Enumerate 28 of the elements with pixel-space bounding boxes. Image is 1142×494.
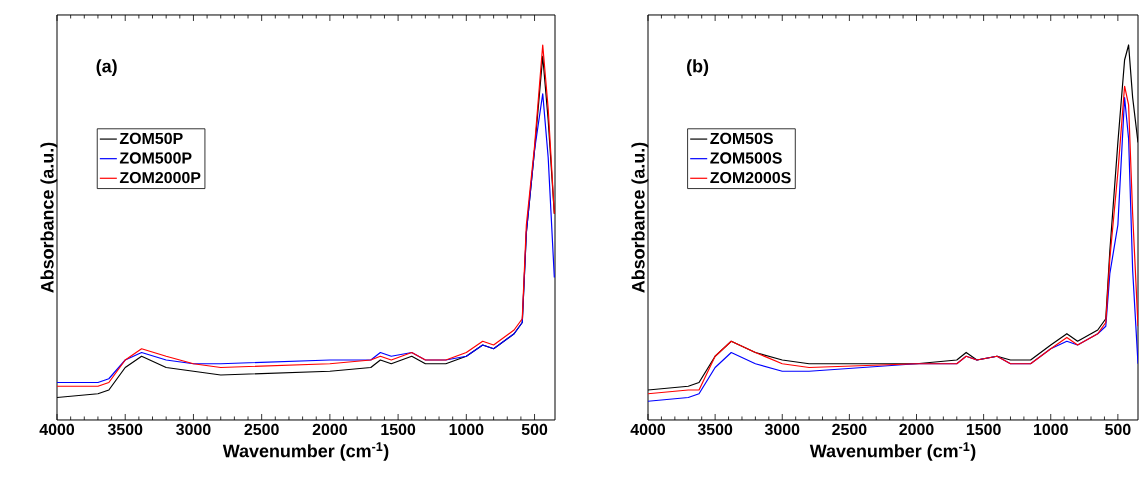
x-tick-label: 1500 (966, 423, 1001, 436)
legend-label: ZOM2000S (710, 171, 791, 184)
legend-label: ZOM500S (710, 152, 782, 164)
legend-label: ZOM50S (710, 132, 773, 145)
legend-label: ZOM2000P (119, 171, 201, 184)
x-tick-label: 1500 (381, 423, 416, 436)
x-tick-label: 500 (521, 423, 548, 436)
x-tick-label: 500 (1105, 423, 1131, 436)
y-axis-title: Absorbance (a.u.) (40, 142, 58, 293)
x-tick-label: 4000 (630, 423, 666, 436)
legend-label: ZOM500P (119, 152, 192, 164)
x-tick-label: 2000 (312, 423, 347, 436)
x-tick-label: 3000 (764, 423, 800, 436)
annotation: (a) (96, 59, 117, 77)
x-tick-label: 1000 (1034, 423, 1068, 436)
x-tick-label: 2500 (244, 423, 279, 436)
x-tick-label: 2000 (899, 423, 934, 436)
x-tick-label: 3500 (697, 423, 733, 436)
x-tick-label: 4000 (39, 423, 75, 436)
x-tick-label: 3500 (107, 423, 143, 436)
x-tick-label: 3000 (176, 423, 211, 436)
annotation: (b) (687, 59, 709, 77)
x-axis-title: Wavenumber (cm$^{-1}$) (222, 442, 389, 461)
x-axis-title: Wavenumber (cm$^{-1}$) (809, 442, 976, 461)
legend-label: ZOM50P (119, 132, 183, 145)
x-tick-label: 2500 (832, 423, 867, 436)
x-tick-label: 1000 (449, 423, 484, 436)
y-axis-title: Absorbance (a.u.) (631, 142, 649, 293)
